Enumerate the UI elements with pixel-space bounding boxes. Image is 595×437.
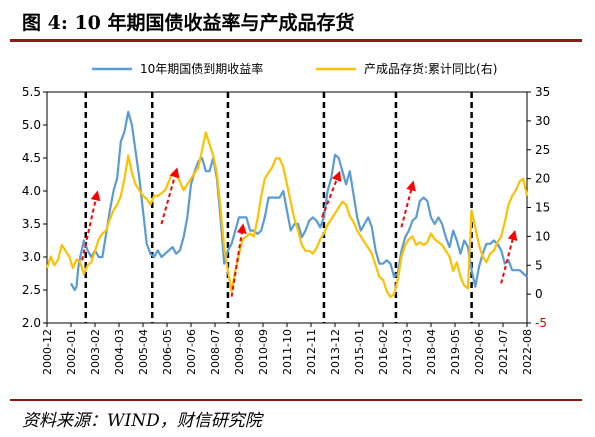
x-tick-label: 2003-02	[89, 329, 102, 375]
x-tick-label: 2021-07	[497, 329, 510, 375]
figure-title: 图 4: 10 年期国债收益率与产成品存货	[22, 12, 355, 34]
legend-label-bond-yield: 10年期国债到期收益率	[140, 61, 263, 76]
x-tick-label: 2006-05	[161, 329, 174, 375]
x-tick-label: 2015-01	[353, 329, 366, 375]
x-tick-label: 2000-12	[41, 329, 54, 375]
y-left-tick-label: 5.5	[22, 85, 41, 99]
inventory-yoy-line	[45, 131, 529, 299]
y-left-tick-label: 4.5	[22, 151, 41, 165]
source-note: 资料来源：WIND，财信研究院	[22, 411, 262, 431]
title-rule	[10, 39, 582, 42]
y-right-tick-label: 15	[535, 201, 550, 215]
trend-arrow	[321, 170, 342, 218]
y-left-tick-label: 3.0	[22, 250, 41, 264]
y-right-tick-label: 0	[535, 287, 543, 301]
x-tick-label: 2020-06	[473, 329, 486, 375]
x-tick-label: 2018-04	[425, 329, 438, 375]
y-left-tick-label: 5.0	[22, 118, 41, 132]
x-tick-label: 2009-08	[233, 329, 246, 375]
y-left-tick-label: 3.5	[22, 217, 41, 231]
y-right-tick-label: 25	[535, 143, 550, 157]
trend-arrow	[160, 167, 180, 225]
y-right-tick-label: 35	[535, 85, 550, 99]
x-tick-label: 2004-03	[113, 329, 126, 375]
x-tick-label: 2010-09	[257, 329, 270, 375]
figure-header: 图 4: 10 年期国债收益率与产成品存货	[0, 0, 595, 42]
y-left-tick-label: 4.0	[22, 184, 41, 198]
trend-arrow	[500, 230, 518, 284]
x-tick-label: 2017-03	[401, 329, 414, 375]
y-left-tick-label: 2.5	[22, 283, 41, 297]
y-right-tick-label: 10	[535, 229, 550, 243]
bond-yield-line	[70, 110, 528, 292]
footer-rule	[10, 399, 582, 401]
chart: 2.0 2.5 3.0 3.5 4.0 4.5 5.0 5.5 -5 0 5 10 15 20 25 30 35…	[22, 61, 550, 375]
y-right-tick-label: 20	[535, 172, 550, 186]
y-right-tick-label: 5	[535, 258, 543, 272]
trend-arrow	[230, 223, 247, 297]
x-tick-label: 2005-04	[137, 329, 150, 375]
y-right-tick-label: 30	[535, 114, 550, 128]
x-tick-label: 2012-11	[305, 329, 318, 375]
y-right-tick-label: -5	[535, 316, 547, 330]
x-tick-label: 2019-05	[449, 329, 462, 375]
x-tick-label: 2008-07	[209, 329, 222, 375]
x-tick-label: 2011-10	[281, 329, 294, 375]
y-left-tick-label: 2.0	[22, 316, 41, 330]
legend-label-inventory: 产成品存货:累计同比(右)	[364, 61, 497, 76]
trend-arrow	[400, 180, 416, 228]
x-tick-label: 2022-08	[521, 329, 534, 375]
x-tick-label: 2016-02	[377, 329, 390, 375]
x-tick-label: 2002-01	[65, 329, 78, 375]
trend-arrow	[81, 190, 101, 261]
x-tick-label: 2013-12	[329, 329, 342, 375]
x-tick-label: 2007-06	[185, 329, 198, 375]
